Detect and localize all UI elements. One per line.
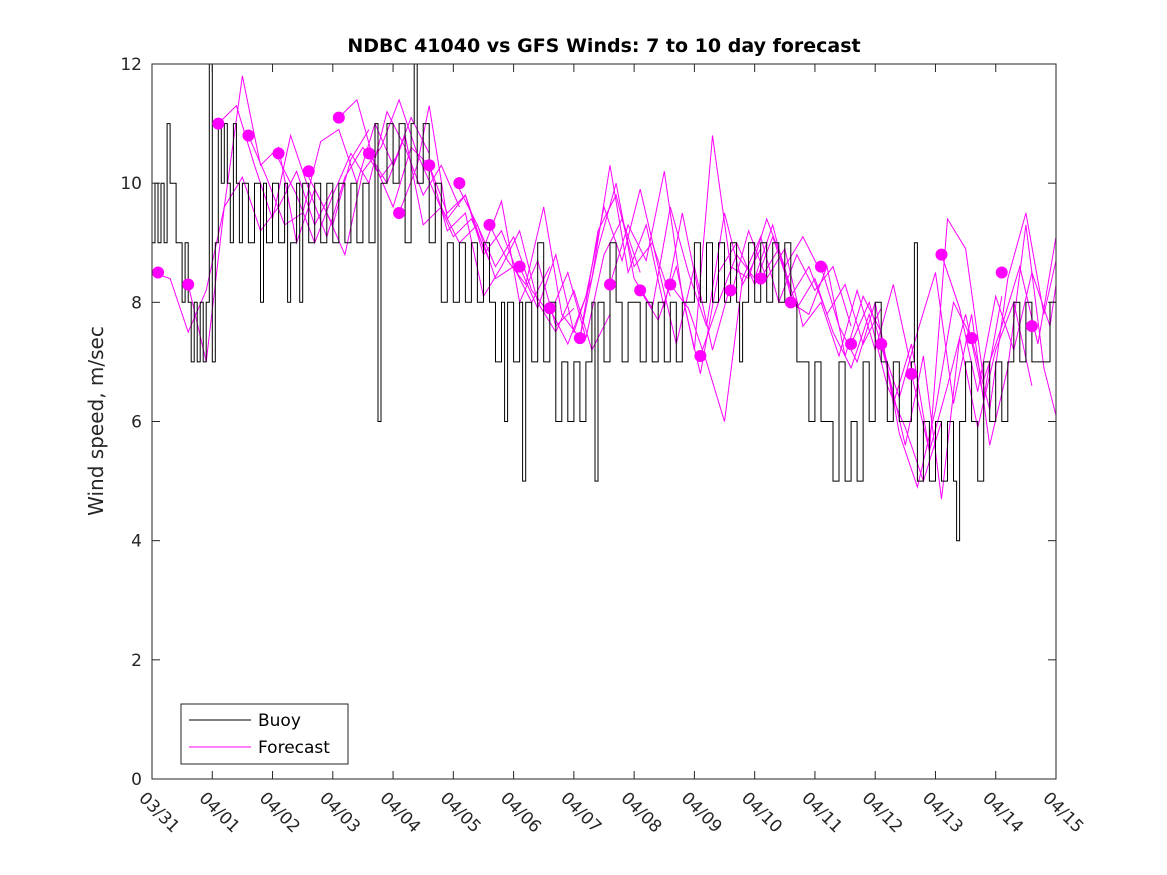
- y-tick-label: 12: [120, 55, 142, 75]
- x-tick-label: 04/09: [677, 788, 726, 837]
- x-tick-label: 04/15: [1038, 788, 1087, 837]
- forecast-marker: [905, 367, 918, 380]
- y-tick-label: 10: [120, 174, 142, 194]
- buoy-line: [152, 64, 1056, 542]
- marker-layer: [152, 111, 1038, 380]
- y-tick-label: 6: [131, 413, 142, 433]
- forecast-marker: [634, 284, 647, 297]
- forecast-line: [428, 165, 611, 352]
- x-tick-label: 04/13: [918, 788, 967, 837]
- forecast-marker: [242, 129, 255, 142]
- y-tick-label: 0: [131, 770, 142, 790]
- forecast-marker: [513, 260, 526, 273]
- forecast-marker: [453, 177, 466, 190]
- axes-box: [151, 63, 1057, 780]
- forecast-marker: [935, 248, 948, 261]
- forecast-line: [941, 254, 1056, 392]
- forecast-marker: [694, 349, 707, 362]
- series-layer: [152, 64, 1056, 542]
- forecast-line: [971, 212, 1056, 410]
- forecast-marker: [212, 117, 225, 130]
- x-tick-label: 04/04: [376, 788, 425, 837]
- legend-buoy-label: Buoy: [258, 711, 301, 731]
- y-tick-label: 2: [131, 651, 142, 671]
- x-tick-label: 04/11: [797, 788, 846, 837]
- y-axis: 0 2 4 6 8 10 12: [120, 55, 1056, 790]
- chart-title: NDBC 41040 vs GFS Winds: 7 to 10 day for…: [347, 35, 860, 57]
- forecast-marker: [604, 278, 617, 291]
- y-tick-label: 8: [131, 293, 142, 313]
- forecast-marker: [784, 296, 797, 309]
- forecast-marker: [302, 165, 315, 178]
- forecast-marker: [152, 266, 165, 279]
- forecast-marker: [543, 302, 556, 315]
- forecast-line: [790, 264, 973, 489]
- y-axis-label: Wind speed, m/sec: [84, 326, 108, 516]
- forecast-marker: [483, 218, 496, 231]
- forecast-marker: [664, 278, 677, 291]
- forecast-line: [398, 105, 575, 328]
- x-tick-label: 04/10: [737, 788, 786, 837]
- forecast-marker: [393, 206, 406, 219]
- forecast-marker: [362, 147, 375, 160]
- x-tick-label: 04/06: [496, 788, 545, 837]
- x-tick-label: 04/05: [436, 788, 485, 837]
- y-tick-label: 4: [131, 532, 142, 552]
- forecast-line: [579, 183, 762, 339]
- x-tick-label: 04/03: [315, 788, 364, 837]
- forecast-line: [519, 165, 701, 334]
- forecast-marker: [724, 284, 737, 297]
- legend-box: [180, 703, 349, 765]
- x-tick-label: 04/02: [255, 788, 304, 837]
- forecast-marker: [573, 332, 586, 345]
- forecast-marker: [754, 272, 767, 285]
- forecast-marker: [965, 332, 978, 345]
- x-tick-label: 04/14: [978, 788, 1027, 837]
- forecast-marker: [995, 266, 1008, 279]
- x-tick-label: 04/12: [858, 788, 907, 837]
- legend-forecast-label: Forecast: [258, 738, 330, 758]
- forecast-marker: [272, 147, 285, 160]
- x-tick-label: 04/07: [556, 788, 605, 837]
- x-tick-label: 03/31: [134, 788, 183, 837]
- x-tick-label: 04/08: [617, 788, 666, 837]
- forecast-marker: [423, 159, 436, 172]
- forecast-marker: [182, 278, 195, 291]
- forecast-marker: [1025, 320, 1038, 333]
- forecast-marker: [875, 338, 888, 351]
- forecast-marker: [814, 260, 827, 273]
- legend: Buoy Forecast: [180, 703, 349, 765]
- forecast-marker: [332, 111, 345, 124]
- x-tick-label: 04/01: [195, 788, 244, 837]
- forecast-marker: [845, 338, 858, 351]
